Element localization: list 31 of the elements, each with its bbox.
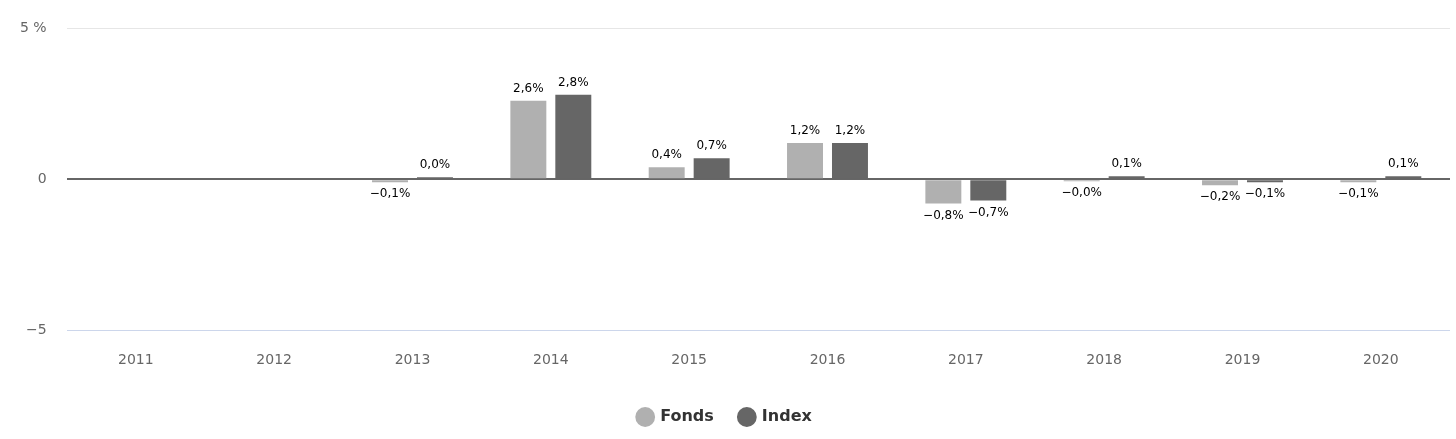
data-label: 0,0% [419,157,451,172]
y-tick-label: −5 [26,320,47,337]
data-label: 0,1% [1388,156,1419,171]
data-label: −0,2% [1199,189,1241,204]
data-label: 0,4% [651,147,682,162]
x-tick-label: 2014 [533,351,569,368]
y-tick-label: 0 [37,169,47,186]
legend-label: Fonds [660,406,714,426]
x-tick-label: 2012 [256,351,292,368]
data-label: −0,0% [1061,185,1102,200]
data-label: 2,6% [513,80,544,95]
x-tick-label: 2019 [1224,351,1261,368]
y-tick-label: 5 % [19,19,47,36]
x-tick-label: 2015 [671,351,707,368]
x-tick-label: 2013 [394,351,431,368]
data-label: 2,8% [558,74,589,89]
data-label: −0,7% [968,204,1009,219]
x-tick-label: 2011 [118,351,154,368]
x-tick-label: 2016 [809,351,846,368]
x-tick-label: 2018 [1086,351,1122,368]
x-tick-label: 2020 [1363,351,1399,368]
data-label: 1,2% [789,123,821,138]
data-label: −0,1% [1338,186,1379,201]
data-label: 0,1% [1111,156,1142,171]
data-label: 0,7% [696,138,727,153]
data-label: −0,8% [923,207,964,222]
x-tick-label: 2017 [948,351,984,368]
data-label: 1,2% [834,123,866,138]
data-label: −0,1% [1244,186,1286,201]
legend-label: Index [761,406,813,426]
data-label: −0,1% [369,186,411,201]
